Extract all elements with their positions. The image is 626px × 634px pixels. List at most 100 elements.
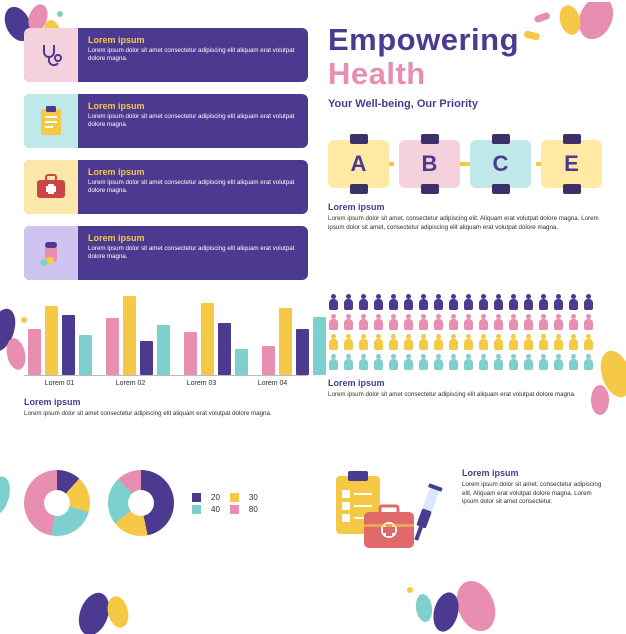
card-title: Lorem ipsum xyxy=(88,35,298,45)
person-icon xyxy=(553,354,564,370)
bar xyxy=(218,323,231,375)
person-icon xyxy=(583,334,594,350)
tile-letter: C xyxy=(493,151,509,177)
bar xyxy=(45,306,58,375)
letter-tiles: ABCE xyxy=(328,140,602,188)
stethoscope-icon xyxy=(24,28,78,82)
person-icon xyxy=(403,354,414,370)
person-icon xyxy=(493,354,504,370)
bar-group xyxy=(184,303,248,375)
tile-letter: A xyxy=(351,151,367,177)
foliage-bottom-left xyxy=(70,574,150,634)
person-icon xyxy=(523,354,534,370)
card-text: Lorem ipsum dolor sit amet consectetur a… xyxy=(88,47,298,64)
person-icon xyxy=(553,314,564,330)
person-icon xyxy=(583,314,594,330)
info-card: Lorem ipsumLorem ipsum dolor sit amet co… xyxy=(24,226,308,280)
person-icon xyxy=(478,294,489,310)
bar xyxy=(201,303,214,375)
person-icon xyxy=(538,354,549,370)
letter-tile: B xyxy=(399,140,460,188)
person-icon xyxy=(388,354,399,370)
person-icon xyxy=(358,354,369,370)
clipboard-icon xyxy=(24,94,78,148)
kit-title: Lorem ipsum xyxy=(462,468,602,478)
pie-right xyxy=(108,470,174,536)
person-icon xyxy=(403,334,414,350)
bar xyxy=(28,329,41,375)
person-icon xyxy=(508,354,519,370)
info-card: Lorem ipsumLorem ipsum dolor sit amet co… xyxy=(24,160,308,214)
letter-tile: A xyxy=(328,140,389,188)
info-card: Lorem ipsum Lorem ipsum dolor sit amet co… xyxy=(24,28,308,82)
person-icon xyxy=(448,334,459,350)
medical-kit-icon xyxy=(328,468,448,558)
bar-chart: Lorem 01Lorem 02Lorem 03Lorem 04 Lorem i… xyxy=(24,290,308,419)
person-icon xyxy=(553,334,564,350)
bar xyxy=(140,341,153,375)
person-icon xyxy=(583,294,594,310)
person-icon xyxy=(328,314,339,330)
person-icon xyxy=(568,354,579,370)
person-icon xyxy=(328,354,339,370)
person-icon xyxy=(448,314,459,330)
legend-swatch xyxy=(230,493,239,502)
people-row xyxy=(328,294,602,310)
person-icon xyxy=(418,294,429,310)
bar xyxy=(106,318,119,375)
person-icon xyxy=(328,334,339,350)
people-row xyxy=(328,354,602,370)
person-icon xyxy=(508,314,519,330)
axis-label: Lorem 04 xyxy=(258,380,288,387)
legend-swatch xyxy=(192,493,201,502)
people-row xyxy=(328,334,602,350)
foliage-bottom-right xyxy=(396,562,506,632)
bar-group xyxy=(262,308,326,375)
person-icon xyxy=(478,314,489,330)
pie-charts: 20304080 xyxy=(24,470,258,536)
person-icon xyxy=(463,354,474,370)
person-icon xyxy=(568,294,579,310)
person-icon xyxy=(538,314,549,330)
bar xyxy=(184,332,197,375)
person-icon xyxy=(583,354,594,370)
legend-label: 30 xyxy=(249,493,258,502)
info-card: Lorem ipsumLorem ipsum dolor sit amet co… xyxy=(24,94,308,148)
person-icon xyxy=(358,314,369,330)
person-icon xyxy=(328,294,339,310)
person-icon xyxy=(388,294,399,310)
bar xyxy=(296,329,309,375)
person-icon xyxy=(418,334,429,350)
person-icon xyxy=(358,334,369,350)
person-icon xyxy=(523,314,534,330)
card-title: Lorem ipsum xyxy=(88,101,298,111)
legend-swatch xyxy=(192,505,201,514)
bar xyxy=(157,325,170,375)
person-icon xyxy=(508,294,519,310)
bar xyxy=(123,296,136,375)
bar-chart-title: Lorem ipsum xyxy=(24,397,308,407)
person-icon xyxy=(403,294,414,310)
letter-tile: C xyxy=(470,140,531,188)
person-icon xyxy=(523,294,534,310)
people-row xyxy=(328,314,602,330)
medkit-icon xyxy=(24,160,78,214)
person-icon xyxy=(373,334,384,350)
person-icon xyxy=(448,294,459,310)
people-chart-title: Lorem ipsum xyxy=(328,378,602,388)
bar-chart-text: Lorem ipsum dolor sit amet consectetur a… xyxy=(24,410,308,419)
foliage-pie-left xyxy=(0,466,26,526)
person-icon xyxy=(433,334,444,350)
bar xyxy=(262,346,275,375)
person-icon xyxy=(478,334,489,350)
card-title: Lorem ipsum xyxy=(88,167,298,177)
tiles-caption-title: Lorem ipsum xyxy=(328,202,602,212)
person-icon xyxy=(433,294,444,310)
person-icon xyxy=(463,294,474,310)
person-icon xyxy=(463,334,474,350)
person-icon xyxy=(568,334,579,350)
bar xyxy=(79,335,92,375)
person-icon xyxy=(418,314,429,330)
bar xyxy=(62,315,75,375)
bar xyxy=(279,308,292,375)
